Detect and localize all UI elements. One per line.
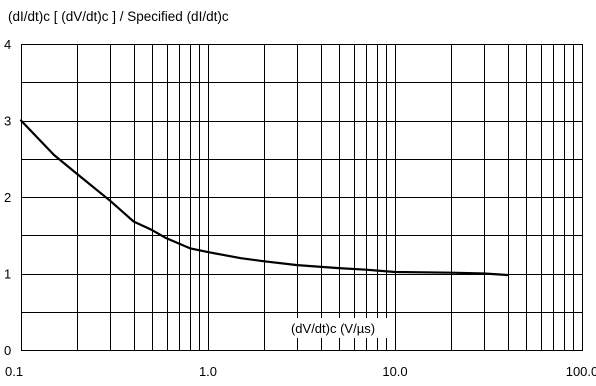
y-tick-label: 3	[4, 114, 11, 129]
y-tick-label: 1	[4, 267, 11, 282]
x-tick-labels: 0.1 1.0 10.0 100.0	[5, 364, 596, 379]
y-tick-label: 4	[4, 37, 11, 52]
grid	[21, 44, 582, 351]
x-tick-label: 0.1	[5, 364, 23, 379]
x-axis-label-background	[271, 318, 395, 338]
x-tick-label: 10.0	[382, 364, 407, 379]
series-group	[19, 119, 509, 277]
chart-title: (dI/dt)c [ (dV/dt)c ] / Specified (dI/dt…	[8, 9, 229, 24]
y-tick-label: 2	[4, 190, 11, 205]
x-tick-label: 1.0	[199, 364, 217, 379]
series-line	[19, 119, 509, 277]
plot-frame	[21, 44, 583, 351]
y-tick-labels: 0 1 2 3 4	[4, 37, 11, 358]
x-tick-label: 100.0	[566, 364, 596, 379]
x-axis-label: (dV/dt)c (V/µs)	[291, 321, 375, 336]
y-tick-label: 0	[4, 343, 11, 358]
